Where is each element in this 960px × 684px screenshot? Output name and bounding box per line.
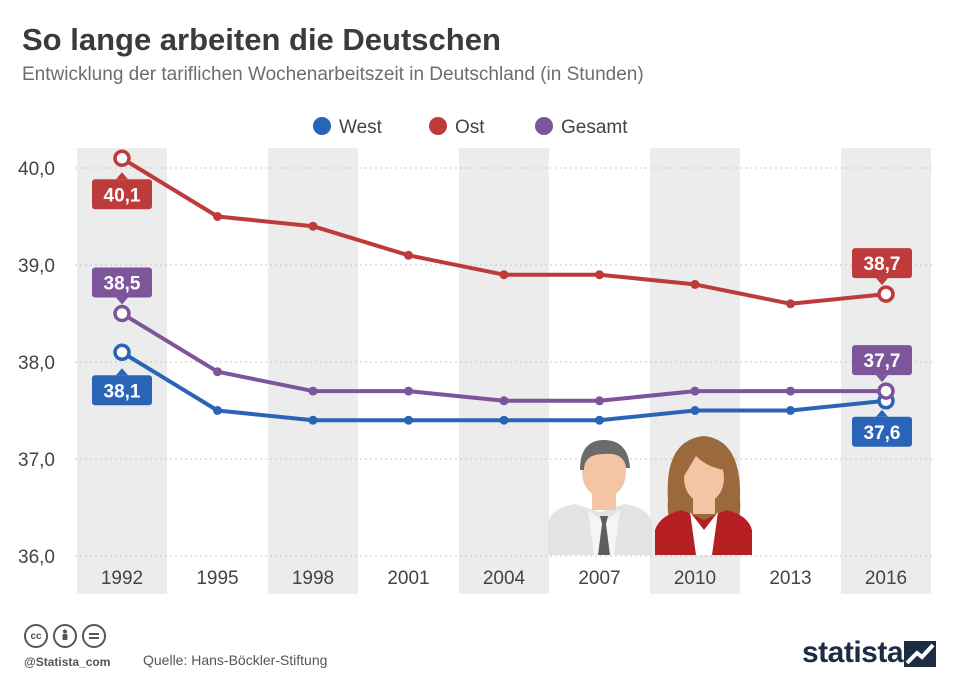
data-label: 37,6	[852, 409, 912, 447]
x-tick-label: 2016	[865, 568, 907, 589]
data-point	[404, 386, 413, 396]
endpoint-marker	[113, 343, 131, 362]
data-point	[499, 396, 509, 406]
data-point	[786, 406, 795, 415]
data-label-box	[852, 345, 912, 376]
data-label-box	[852, 416, 912, 447]
x-tick-label: 1995	[196, 568, 238, 589]
data-label-box	[92, 267, 152, 298]
column-band	[268, 148, 358, 594]
data-point	[308, 221, 318, 231]
y-tick-label: 36,0	[18, 547, 55, 568]
endpoint-marker	[877, 382, 895, 400]
data-label-box	[92, 179, 152, 210]
man-icon	[548, 440, 652, 555]
legend-swatch-gesamt	[535, 117, 553, 135]
x-tick-label: 2007	[578, 568, 620, 589]
x-tick-label: 2001	[387, 568, 429, 589]
data-label-box	[852, 248, 912, 279]
data-point	[499, 270, 509, 280]
legend: West Ost Gesamt	[313, 117, 628, 138]
data-point	[213, 367, 222, 377]
x-tick-label: 1998	[292, 568, 334, 589]
data-label-pointer	[116, 172, 128, 180]
cc-icon: cc	[24, 624, 48, 648]
data-point	[595, 415, 604, 425]
data-point	[499, 415, 509, 425]
chart-title: So lange arbeiten die Deutschen	[22, 22, 501, 57]
license-icons: cc	[24, 624, 106, 648]
data-label: 38,5	[92, 267, 152, 305]
data-label-box	[92, 375, 152, 406]
legend-label-west: West	[339, 117, 383, 138]
data-point	[404, 250, 413, 260]
data-label: 40,1	[92, 172, 152, 210]
data-point	[595, 396, 604, 406]
statista-logo-icon	[904, 641, 936, 667]
data-point	[786, 299, 795, 309]
data-label-pointer	[116, 297, 128, 305]
footer-source: Quelle: Hans-Böckler-Stiftung	[143, 652, 328, 668]
data-label: 38,1	[92, 368, 152, 406]
y-tick-label: 38,0	[18, 353, 55, 374]
y-tick-label: 37,0	[18, 450, 55, 471]
column-bands	[77, 148, 931, 594]
x-tick-label: 1992	[101, 568, 143, 589]
y-tick-label: 39,0	[18, 256, 55, 277]
x-axis: 1992 1995 1998 2001 2004 2007 2010 2013 2016	[101, 568, 907, 589]
data-point	[786, 386, 795, 396]
y-axis: 40,0 39,0 38,0 37,0 36,0	[18, 159, 935, 568]
data-label-pointer	[876, 278, 888, 286]
legend-label-gesamt: Gesamt	[561, 117, 628, 138]
data-point	[595, 270, 604, 280]
data-label-text: 37,7	[864, 351, 901, 372]
x-tick-label: 2010	[674, 568, 716, 589]
legend-swatch-ost	[429, 117, 447, 135]
x-tick-label: 2004	[483, 568, 526, 589]
nd-icon	[82, 624, 106, 648]
y-tick-label: 40,0	[18, 159, 55, 180]
column-band	[459, 148, 549, 594]
data-label-text: 38,7	[864, 254, 901, 275]
data-point	[308, 415, 318, 425]
data-point	[690, 386, 700, 396]
series-lines: 40,1 38,5 38,1 38,7 37,7 37,6	[92, 149, 912, 447]
legend-swatch-west	[313, 117, 331, 135]
data-point	[690, 279, 700, 289]
woman-icon	[655, 436, 752, 555]
data-label-pointer	[116, 368, 128, 376]
data-point	[213, 212, 222, 221]
endpoint-marker	[877, 285, 895, 303]
data-point	[213, 406, 222, 415]
data-label-pointer	[876, 409, 888, 417]
footer-handle: @Statista_com	[24, 655, 111, 669]
endpoint-marker	[113, 304, 131, 323]
data-point	[690, 406, 700, 415]
data-label: 37,7	[852, 345, 912, 383]
data-point	[308, 386, 318, 396]
data-label-text: 37,6	[864, 423, 901, 444]
x-tick-label: 2013	[769, 568, 811, 589]
data-point	[404, 415, 413, 425]
data-label-text: 38,1	[104, 381, 141, 402]
data-label: 38,7	[852, 248, 912, 286]
chart-subtitle: Entwicklung der tariflichen Wochenarbeit…	[22, 64, 644, 85]
people-illustration	[548, 436, 752, 555]
data-label-pointer	[876, 375, 888, 383]
statista-wordmark[interactable]: statista	[802, 636, 904, 669]
legend-label-ost: Ost	[455, 117, 485, 138]
endpoint-marker	[113, 149, 131, 168]
data-label-text: 40,1	[104, 185, 141, 206]
by-icon	[53, 624, 77, 648]
data-label-text: 38,5	[104, 274, 141, 295]
